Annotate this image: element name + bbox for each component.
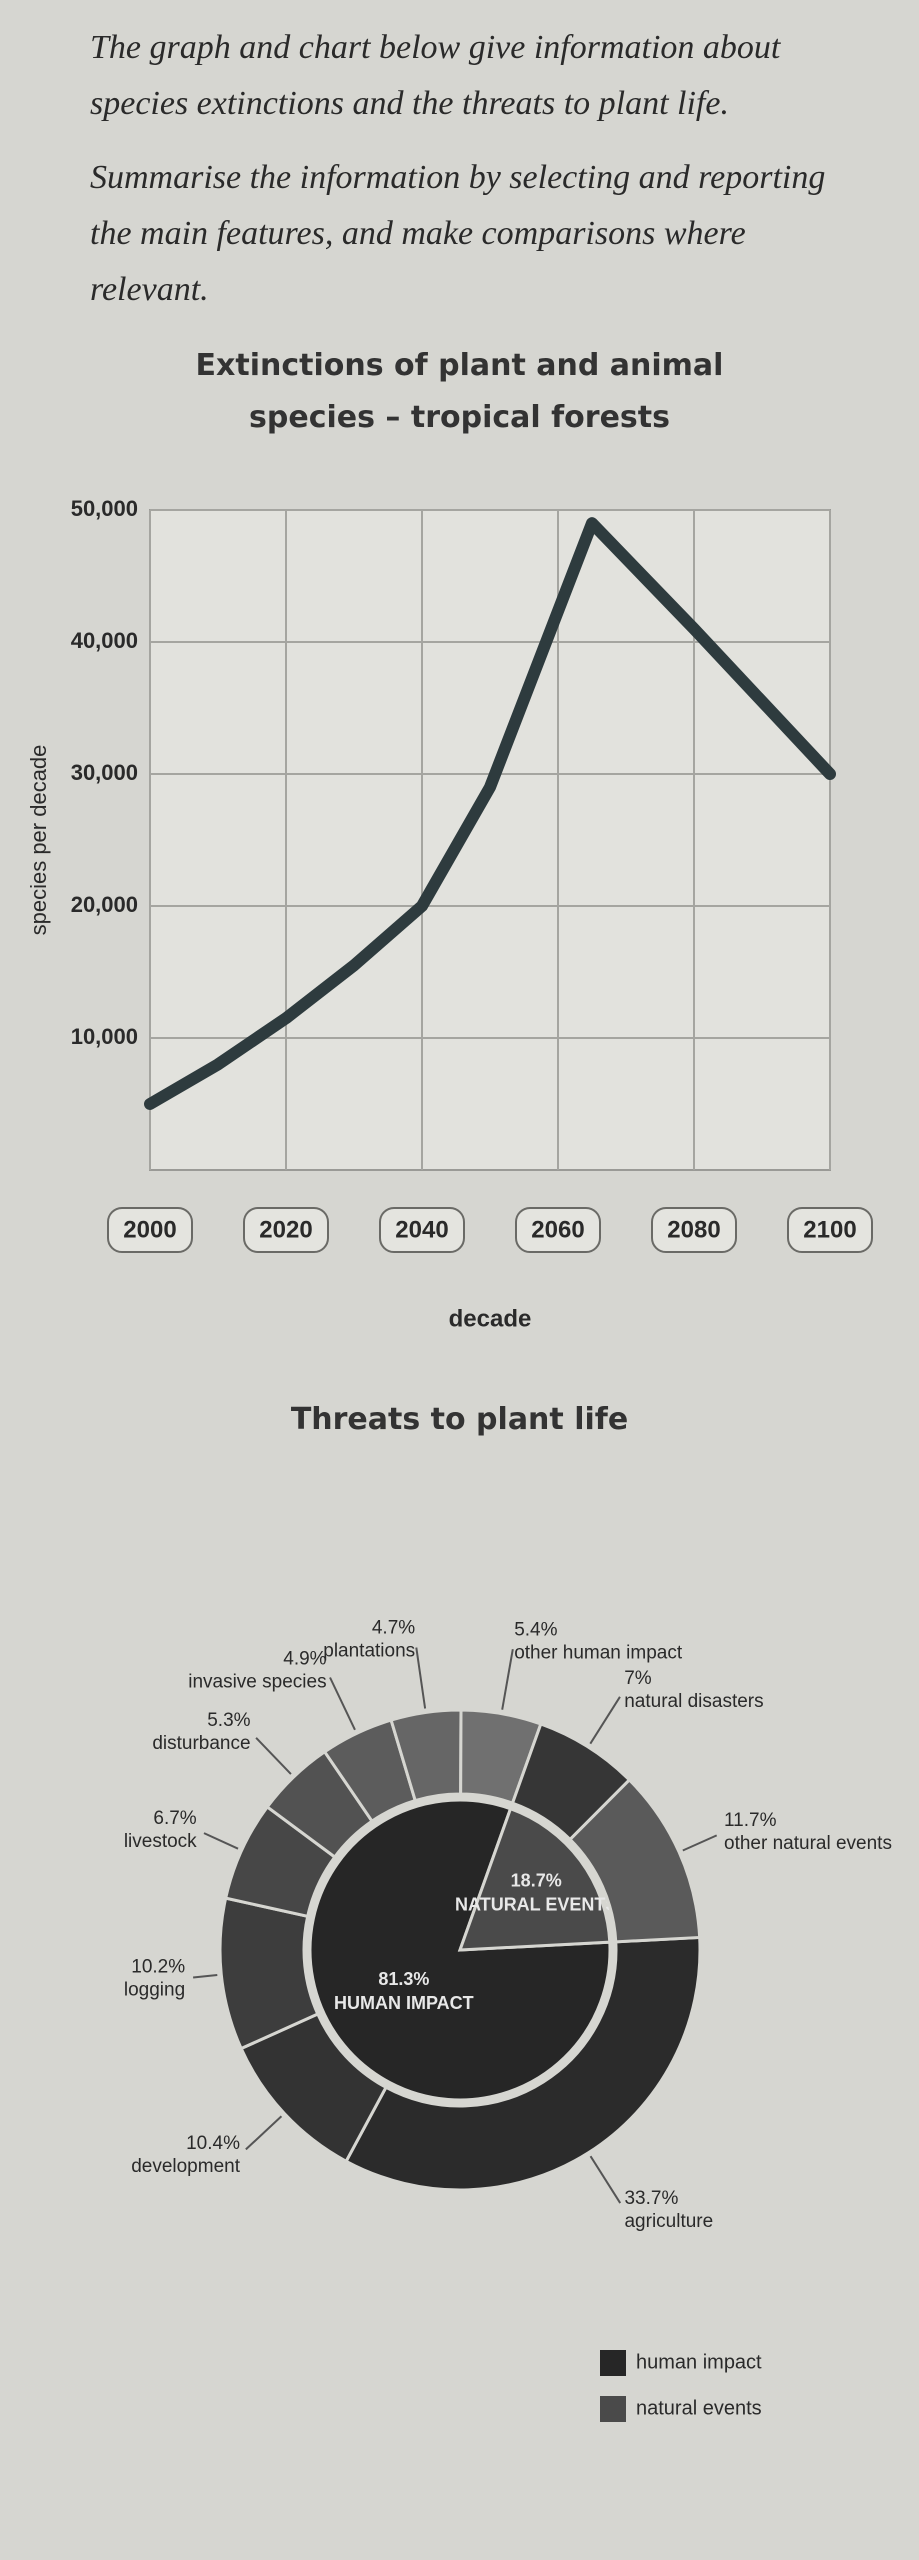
legend-swatch — [600, 2396, 626, 2422]
x-tick-box — [379, 1207, 465, 1253]
outer-label: 6.7% livestock — [124, 1808, 197, 1852]
leader-line — [245, 2115, 283, 2151]
leader-line — [589, 1696, 621, 1745]
inner-label: 18.7% NATURAL EVENTS — [455, 1870, 617, 1914]
outer-wedge — [344, 1935, 702, 2192]
x-tick-box — [651, 1207, 737, 1253]
outer-label: 7% natural disasters — [624, 1668, 763, 1712]
outer-label: 5.4% other human impact — [514, 1619, 683, 1663]
outer-value-label: 33.7% — [624, 2188, 678, 2209]
y-tick-label: 50,000 — [71, 496, 138, 521]
leader-line — [501, 1649, 514, 1710]
y-tick-label: 30,000 — [71, 760, 138, 785]
leader-line — [255, 1737, 292, 1775]
outer-value-label: 10.2% — [131, 1956, 185, 1977]
outer-name-label: other human impact — [514, 1642, 683, 1663]
outer-value-label: 4.7% — [372, 1618, 415, 1639]
inner-value-label: 81.3% — [378, 1969, 429, 1989]
outer-value-label: 4.9% — [283, 1648, 326, 1669]
legend-swatch — [600, 2350, 626, 2376]
leader-line — [415, 1647, 427, 1709]
outer-value-label: 11.7% — [724, 1810, 777, 1831]
x-axis-label: decade — [449, 1305, 532, 1332]
outer-label: 4.7% plantations — [323, 1618, 415, 1662]
x-tick-box — [243, 1207, 329, 1253]
inner-wedge — [457, 1806, 612, 1952]
instructions: The graph and chart below give informati… — [0, 0, 919, 340]
leader-line — [329, 1677, 356, 1731]
outer-label: 4.9% invasive species — [188, 1648, 326, 1692]
inner-name-label: NATURAL EVENTS — [455, 1894, 617, 1914]
x-tick-box — [787, 1207, 873, 1253]
leader-line — [203, 1832, 239, 1850]
outer-label: 5.3% disturbance — [152, 1710, 250, 1754]
instruction-text: The graph and chart below give informati… — [90, 29, 781, 122]
outer-value-label: 10.4% — [186, 2133, 240, 2154]
outer-name-label: disturbance — [152, 1733, 250, 1754]
outer-label: 10.4% development — [131, 2133, 241, 2177]
outer-value-label: 5.3% — [207, 1710, 250, 1731]
outer-name-label: development — [131, 2156, 241, 2177]
outer-value-label: 5.4% — [514, 1619, 557, 1640]
outer-name-label: plantations — [323, 1641, 415, 1662]
outer-name-label: logging — [124, 1979, 185, 2000]
outer-label: 33.7% agriculture — [624, 2188, 713, 2232]
line-chart: 10,000 20,000 30,000 40,000 50,000 2000 2020 20… — [26, 496, 873, 1332]
x-tick-label: 2000 — [123, 1216, 176, 1243]
plot-area — [149, 509, 831, 1171]
outer-name-label: livestock — [124, 1831, 197, 1852]
inner-value-label: 18.7% — [511, 1870, 562, 1890]
x-tick-label: 2080 — [667, 1216, 720, 1243]
x-tick-box — [107, 1207, 193, 1253]
chart-title: Threats to plant life — [290, 1402, 629, 1437]
y-axis-label: species per decade — [26, 745, 51, 936]
instruction-text: Summarise the information by selecting a… — [90, 159, 826, 308]
y-tick-label: 20,000 — [71, 892, 138, 917]
x-tick-box — [515, 1207, 601, 1253]
sunburst-chart: 81.3% HUMAN IMPACT 33.7% agriculture 10.4% de… — [124, 1618, 892, 2422]
outer-name-label: invasive species — [188, 1671, 326, 1692]
outer-value-label: 6.7% — [153, 1808, 196, 1829]
leader-line — [589, 2155, 622, 2204]
legend-label: natural events — [636, 2397, 762, 2419]
outer-value-label: 7% — [624, 1668, 652, 1689]
inner-label: 81.3% HUMAN IMPACT — [334, 1969, 474, 2013]
leader-line — [682, 1834, 718, 1852]
inner-name-label: HUMAN IMPACT — [334, 1993, 474, 2013]
outer-label: 11.7% other natural events — [724, 1810, 892, 1854]
data-line — [144, 517, 836, 1110]
y-tick-label: 40,000 — [71, 628, 138, 653]
outer-name-label: other natural events — [724, 1833, 892, 1854]
outer-wedge — [567, 1777, 702, 1944]
x-tick-label: 2020 — [259, 1216, 312, 1243]
leader-line — [193, 1974, 218, 1979]
legend-label: human impact — [636, 2351, 762, 2373]
x-tick-label: 2100 — [803, 1216, 856, 1243]
outer-label: 10.2% logging — [124, 1956, 185, 2000]
inner-wedge — [308, 1798, 612, 2102]
outer-name-label: natural disasters — [624, 1691, 763, 1712]
chart-title: Extinctions of plant and animal species … — [195, 348, 724, 435]
outer-name-label: agriculture — [624, 2211, 713, 2232]
y-tick-label: 10,000 — [71, 1024, 138, 1049]
x-tick-label: 2060 — [531, 1216, 584, 1243]
x-tick-label: 2040 — [395, 1216, 448, 1243]
